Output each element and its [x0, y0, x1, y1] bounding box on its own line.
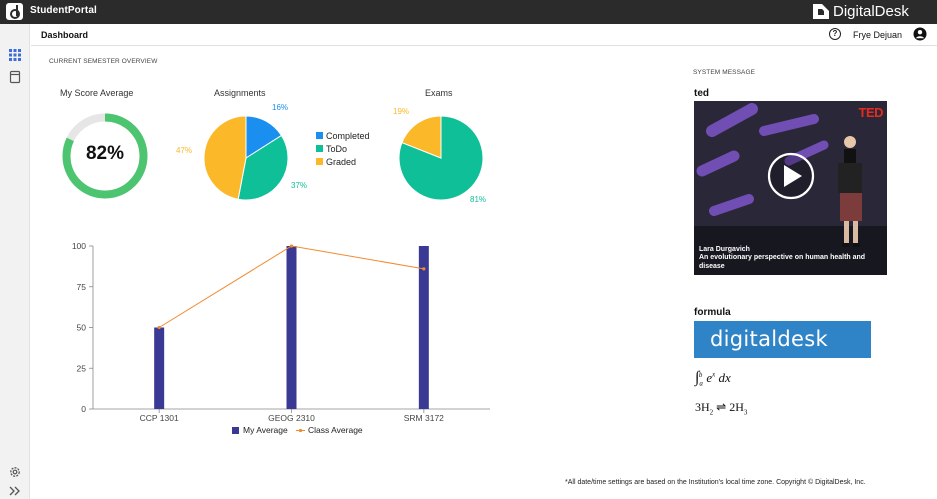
- exams-pie-chart: [398, 115, 484, 201]
- footer-note: *All date/time settings are based on the…: [565, 479, 866, 486]
- digitaldesk-banner-text: digitaldesk: [710, 327, 828, 351]
- app-title: StudentPortal: [30, 5, 97, 16]
- top-bar: StudentPortal DigitalDesk: [0, 0, 937, 24]
- exams-todo-pct: 81%: [470, 195, 487, 204]
- exams-title: Exams: [425, 88, 453, 98]
- overview-section-label: CURRENT SEMESTER OVERVIEW: [49, 58, 158, 65]
- y-tick-label: 25: [77, 363, 87, 373]
- assignments-todo-pct: 37%: [291, 181, 308, 190]
- brand-name: DigitalDesk: [833, 3, 909, 20]
- ted-logo: TED: [858, 105, 884, 120]
- video-speaker-name: Lara Durgavich: [699, 245, 750, 253]
- legend-marker-class-average: [298, 428, 303, 433]
- legend-swatch-todo: [316, 145, 323, 152]
- legend-todo: ToDo: [316, 144, 347, 155]
- score-progress-arc: [62, 113, 148, 199]
- chemical-equation: 3H2 ⇌ 2H3: [695, 400, 748, 417]
- point-class-average: [289, 244, 294, 248]
- exams-graded-pct: 19%: [393, 107, 410, 116]
- page-title: Dashboard: [41, 30, 89, 40]
- y-tick-label: 50: [77, 323, 87, 333]
- course-average-chart: 0 25 50 75 100 CCP 1301 GEOG 2310 SRM 3172 My Av…: [72, 241, 490, 435]
- video-caption: Lara Durgavich An evolutionary perspecti…: [699, 246, 884, 272]
- bar-my-average: [154, 327, 165, 409]
- legend-completed: Completed: [316, 131, 370, 142]
- assignments-slice-todo: [237, 134, 289, 201]
- book-icon[interactable]: [8, 70, 22, 84]
- x-tick-label: CCP 1301: [140, 413, 179, 423]
- integral-formula: ∫ab ex dx: [695, 369, 731, 388]
- bar-my-average: [418, 246, 429, 409]
- exams-slice-graded: [401, 115, 442, 159]
- x-tick-label: GEOG 2310: [268, 413, 315, 423]
- ted-video-player[interactable]: TED Lara Durgavich An evolutionary persp…: [694, 101, 887, 275]
- legend-graded: Graded: [316, 157, 356, 168]
- point-class-average: [422, 267, 426, 271]
- legend-label-todo: ToDo: [326, 144, 348, 154]
- app-logo-icon[interactable]: [6, 3, 23, 20]
- bar-my-average: [286, 246, 297, 409]
- point-class-average: [157, 325, 161, 330]
- system-message-label: SYSTEM MESSAGE: [693, 69, 756, 76]
- legend-swatch-graded: [316, 158, 323, 165]
- y-tick-label: 0: [81, 404, 86, 414]
- digitaldesk-mark-icon: [813, 4, 829, 19]
- legend-label-my-average: My Average: [243, 425, 288, 435]
- y-tick-label: 100: [72, 241, 86, 251]
- formula-heading: formula: [694, 307, 731, 318]
- page-header: Dashboard ? Frye Dejuan: [31, 24, 937, 46]
- score-average-title: My Score Average: [60, 88, 134, 98]
- settings-gear-icon[interactable]: [8, 465, 22, 479]
- legend-swatch-completed: [316, 132, 323, 139]
- expand-chevrons-icon[interactable]: [8, 484, 22, 498]
- legend-label-graded: Graded: [326, 157, 357, 167]
- exams-slice-todo: [398, 115, 484, 201]
- x-tick-label: SRM 3172: [404, 413, 444, 423]
- assignments-completed-pct: 16%: [272, 103, 289, 112]
- grid-apps-icon[interactable]: [8, 48, 22, 62]
- brand-logo: DigitalDesk: [812, 2, 927, 22]
- score-gauge: [62, 113, 148, 199]
- left-rail: [0, 24, 30, 499]
- user-avatar-icon[interactable]: [913, 27, 927, 41]
- legend-label-completed: Completed: [326, 131, 370, 141]
- digitaldesk-banner: digitaldesk: [694, 321, 871, 358]
- play-icon[interactable]: [767, 152, 815, 200]
- assignments-graded-pct: 47%: [176, 146, 193, 155]
- speaker-figure: [838, 136, 862, 247]
- score-value: 82%: [85, 143, 125, 164]
- legend-swatch-my-average: [232, 427, 239, 434]
- assignments-title: Assignments: [214, 88, 266, 98]
- assignments-pie-chart: [203, 115, 289, 201]
- ted-heading: ted: [694, 88, 709, 99]
- help-icon[interactable]: ?: [829, 28, 841, 40]
- video-talk-title: An evolutionary perspective on human hea…: [699, 254, 866, 270]
- legend-label-class-average: Class Average: [308, 425, 363, 435]
- user-name[interactable]: Frye Dejuan: [853, 30, 903, 40]
- video-frame-image: [694, 101, 887, 275]
- assignments-slice-graded: [203, 115, 247, 200]
- y-tick-label: 75: [77, 282, 87, 292]
